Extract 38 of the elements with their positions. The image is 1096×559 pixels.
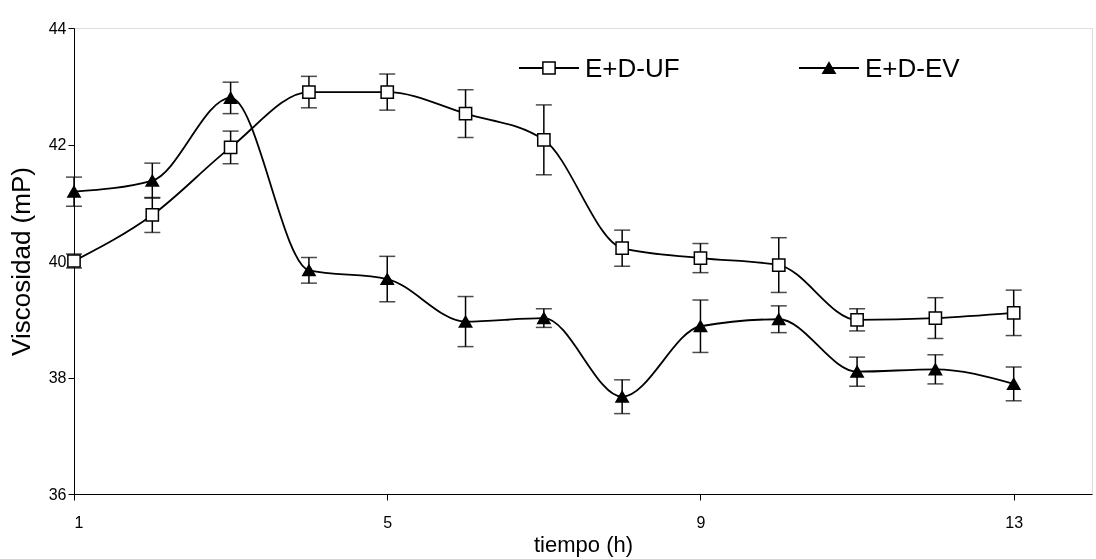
x-tick-label: 5 [383,513,393,531]
point [380,85,395,99]
point [693,320,708,333]
point [615,241,630,256]
point [458,106,473,121]
y-tick-label: 42 [48,136,67,153]
point [380,273,395,286]
point [145,208,160,222]
point [223,91,238,104]
x-axis-title: tiempo (h) [533,531,634,557]
point [928,363,943,376]
legend-label: E+D-UF [585,53,680,83]
y-tick-label: 40 [48,252,67,270]
point [850,365,864,378]
x-tick-label: 1 [74,513,84,531]
point [536,312,551,325]
point [850,312,864,327]
legend-label: E+D-EV [865,53,961,83]
point [67,185,81,198]
point [928,311,943,325]
x-tick-label: 13 [1005,513,1024,531]
point [1006,377,1021,390]
x-tick-label: 9 [696,513,706,531]
y-tick-label: 38 [48,369,67,386]
y-axis-title: Viscosidad (mP) [5,167,36,356]
point [693,251,708,265]
point [458,315,473,328]
point [615,390,630,403]
point [536,132,551,147]
point [302,264,316,277]
point [223,140,238,155]
y-tick-label: 44 [48,19,67,37]
point [771,313,786,326]
point [771,258,786,272]
point [302,85,316,99]
y-tick-label: 36 [48,485,67,503]
point [1006,305,1021,320]
point [145,174,160,187]
